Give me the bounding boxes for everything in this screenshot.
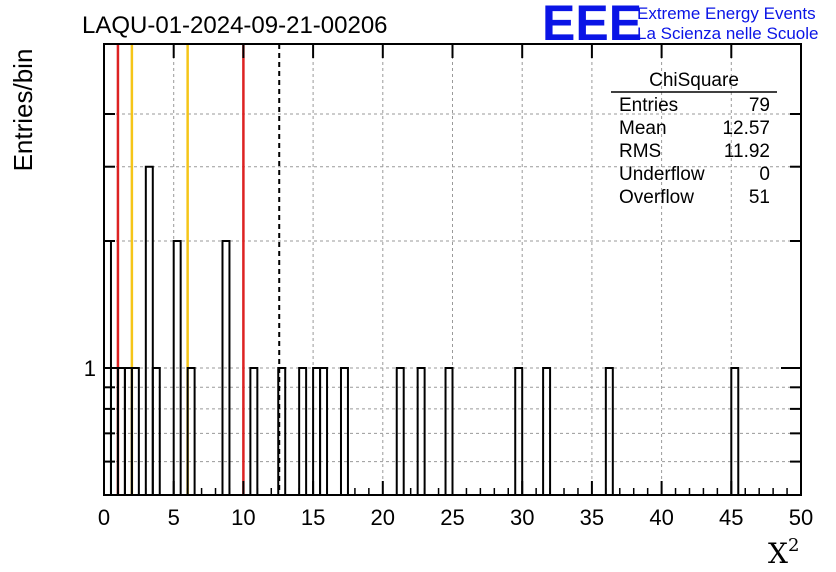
histogram-bar-7 [151,367,161,495]
x-tick-label-7: 35 [580,505,604,530]
x-tick-label-2: 10 [231,505,255,530]
histogram-bar-10 [186,367,196,495]
histogram-bar-11 [221,240,231,495]
logo-line-1: Extreme Energy Events [637,4,816,23]
histogram-bars [103,165,801,496]
histogram-bar-21 [514,367,524,495]
logo-letters: EEE [542,0,642,51]
x-tick-label-8: 40 [649,505,673,530]
histogram-bar-24 [730,367,740,495]
histogram-bar-8 [172,240,182,495]
stats-label-3: Underflow [619,164,705,185]
histogram-bar-23 [604,367,614,495]
chart-title: LAQU-01-2024-09-21-00206 [82,12,388,39]
stats-value-0: 79 [749,95,770,116]
histogram-bar-22 [542,367,552,495]
x-tick-label-4: 20 [371,505,395,530]
stats-box: ChiSquare Entries 79 Mean 12.57 RMS 11.92 Unde… [611,70,777,208]
stats-value-4: 51 [749,187,770,208]
x-tick-label-0: 0 [98,505,110,530]
histogram-bar-13 [277,367,287,495]
x-tick-label-6: 30 [510,505,534,530]
stats-value-1: 12.57 [722,118,770,139]
histogram-bar-18 [395,367,405,495]
histogram-bar-20 [444,367,454,495]
stats-label-1: Mean [619,118,667,139]
histogram-bar-12 [249,367,259,495]
stats-label-2: RMS [619,141,661,162]
axis-ticks: 0 5 10 15 20 25 30 35 40 45 501 [84,44,813,530]
reference-lines [116,44,281,495]
y-tick-label-0: 1 [84,356,96,381]
histogram-bar-19 [416,367,426,495]
stats-title: ChiSquare [649,70,739,91]
stats-value-2: 11.92 [724,141,770,162]
y-axis-label: Entries/bin [8,49,38,172]
x-axis-label: X2 [768,535,799,570]
x-tick-label-3: 15 [301,505,325,530]
x-tick-label-10: 50 [789,505,813,530]
stats-label-4: Overflow [619,187,694,208]
x-axis-label-base: X [768,537,788,570]
x-tick-label-9: 45 [719,505,743,530]
stats-label-0: Entries [619,95,678,116]
stats-value-3: 0 [759,164,770,185]
histogram-bar-17 [339,367,349,495]
histogram-bar-6 [144,165,154,495]
x-tick-label-5: 25 [440,505,464,530]
histogram-bar-4 [130,367,140,495]
logo-line-2: La Scienza nelle Scuole [637,24,818,43]
eee-logo: EEE Extreme Energy Events La Scienza nel… [542,0,818,51]
x-tick-label-1: 5 [168,505,180,530]
histogram-bar-14 [298,367,308,495]
histogram-bar-16 [319,367,329,495]
x-axis-label-superscript: 2 [788,535,799,556]
